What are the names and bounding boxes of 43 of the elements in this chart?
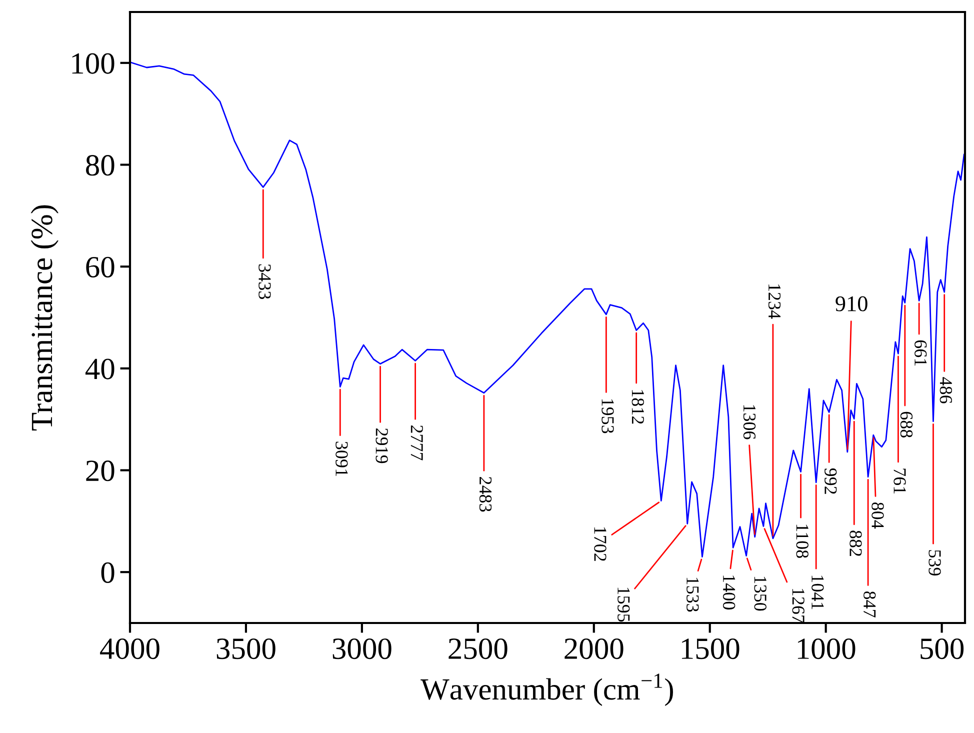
annotation: 2483 [479, 476, 492, 512]
annotation: 1267 [792, 588, 804, 623]
x-axis-title: Wavenumber (cm$^{−1}$) [420, 674, 673, 706]
x-tick-label: 2500 [448, 638, 508, 660]
x-tick-label: 3000 [332, 638, 392, 660]
annotation: 1108 [796, 524, 808, 558]
annotation: 1533 [686, 578, 699, 612]
x-tick-label: 2000 [564, 638, 624, 660]
annotation: 1350 [754, 576, 766, 611]
x-tick-label: 500 [920, 638, 964, 660]
annotation: 910 [836, 296, 868, 312]
annotation: 992 [824, 468, 837, 494]
annotation: 2919 [376, 428, 388, 464]
x-tick-label: 4000 [100, 638, 160, 660]
annotation: 486 [940, 377, 952, 404]
y-axis-title: Transmittance (%) [30, 205, 58, 431]
y-tick-label: 20 [86, 460, 114, 482]
y-tick-label: 0 [101, 562, 114, 583]
annotation: 1306 [743, 405, 756, 440]
annotation: 539 [928, 550, 941, 576]
annotation: 1702 [594, 527, 606, 561]
annotation: 1953 [602, 399, 614, 434]
annotation: 1041 [812, 576, 824, 610]
x-tick-label: 3500 [216, 638, 276, 660]
annotation: 1234 [768, 284, 781, 319]
annotation: 3091 [336, 442, 348, 476]
x-tick-label: 1000 [798, 638, 856, 660]
y-tick-label: 40 [85, 358, 114, 380]
annotation: 804 [872, 502, 884, 529]
annotation: 3433 [258, 264, 271, 299]
y-tick-label: 100 [72, 53, 114, 74]
annotation: 1595 [618, 588, 630, 622]
y-tick-label: 80 [86, 155, 114, 176]
annotation: 1812 [632, 390, 644, 424]
annotation: 661 [914, 340, 927, 366]
annotation: 761 [894, 468, 906, 494]
annotation: 1400 [722, 576, 736, 610]
annotation: 882 [850, 530, 862, 556]
annotation: 688 [900, 412, 913, 438]
annotation: 2777 [410, 425, 423, 460]
y-tick-label: 60 [86, 256, 114, 278]
annotation: 847 [864, 591, 876, 618]
x-tick-label: 1500 [682, 638, 740, 660]
